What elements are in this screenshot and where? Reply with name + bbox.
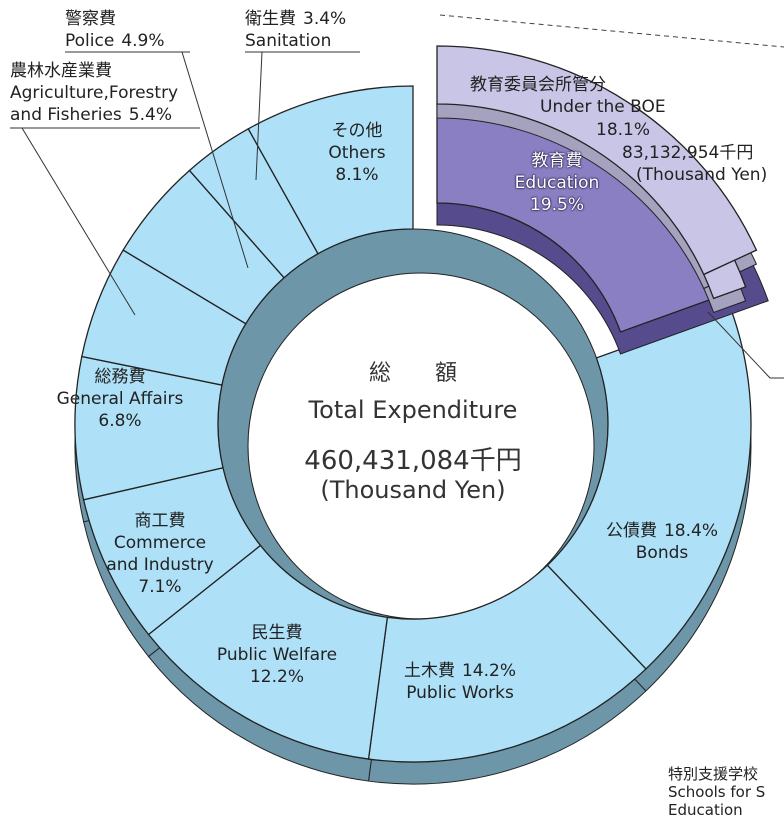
label-line: Others bbox=[297, 142, 417, 164]
label-line: General Affairs bbox=[30, 388, 210, 410]
center-amount: 460,431,084千円 bbox=[304, 446, 522, 476]
slice-label: 民生費 Public Welfare 12.2% bbox=[187, 622, 367, 688]
slice-label: 土木費 14.2% Public Works bbox=[380, 660, 540, 704]
label-line: 公債費 18.4% bbox=[582, 520, 742, 542]
category-label: Agriculture,Forestry and Fisheries bbox=[10, 83, 179, 125]
leader-line bbox=[255, 51, 263, 181]
category-label: 衛生費 bbox=[245, 9, 296, 29]
category-label: 警察費 bbox=[65, 9, 116, 29]
slice-label: 農林水産業費 Agriculture,Forestry and Fisheries… bbox=[10, 60, 192, 126]
category-label: 公債費 bbox=[605, 521, 657, 541]
breakdown-label: 特別支援学校 Schools for S Education bbox=[668, 765, 765, 819]
breakdown-amount: 83,132,954千円 bbox=[622, 143, 754, 163]
label-line: 教育費 bbox=[487, 150, 627, 172]
slice-label: 総務費 General Affairs 6.8% bbox=[30, 366, 210, 432]
label-line: 警察費 bbox=[65, 8, 265, 30]
value-label: 8.1% bbox=[335, 165, 379, 185]
leader-line bbox=[21, 127, 136, 316]
label-line: 民生費 bbox=[187, 622, 367, 644]
breakdown-label-jp: 特別支援学校 bbox=[668, 765, 759, 783]
label-line: Education bbox=[487, 172, 627, 194]
label-line: 衛生費 3.4% bbox=[245, 8, 445, 30]
label-line: Public Works bbox=[380, 682, 540, 704]
center-unit: (Thousand Yen) bbox=[320, 476, 506, 504]
category-label: Police bbox=[65, 31, 115, 51]
breakdown-label: 教育委員会所管分 bbox=[470, 75, 606, 95]
value-label: 12.2% bbox=[249, 667, 304, 687]
label-line: 農林水産業費 bbox=[10, 60, 192, 82]
category-label: 土木費 bbox=[403, 661, 455, 681]
value-label: 19.5% bbox=[529, 195, 584, 215]
category-label: 民生費 bbox=[251, 623, 303, 643]
leader-line bbox=[707, 311, 784, 379]
value-label: 4.9% bbox=[121, 31, 165, 51]
category-label: Others bbox=[328, 143, 386, 163]
label-line: Agriculture,Forestry and Fisheries 5.4% bbox=[10, 82, 192, 126]
slices bbox=[74, 45, 769, 785]
value-label: 6.8% bbox=[98, 411, 142, 431]
dashed-guide bbox=[439, 14, 784, 48]
slice-label: 衛生費 3.4% Sanitation bbox=[245, 8, 445, 52]
slice-label: 教育費 Education 19.5% bbox=[487, 150, 627, 216]
label-line: 商工費 bbox=[105, 510, 215, 532]
value-label: 18.4% bbox=[663, 521, 718, 541]
leaders bbox=[10, 51, 784, 379]
category-label: Public Works bbox=[406, 683, 514, 703]
label-line: 6.8% bbox=[30, 410, 210, 432]
label-line: 19.5% bbox=[487, 194, 627, 216]
category-label: 教育費 bbox=[531, 151, 583, 171]
breakdown-label-en: Schools for S bbox=[668, 783, 766, 801]
breakdown-value: 18.1% bbox=[596, 120, 651, 140]
label-line: 7.1% bbox=[105, 576, 215, 598]
breakdown-label-en: Education bbox=[668, 801, 743, 819]
value-label: 14.2% bbox=[461, 661, 516, 681]
label-line: 8.1% bbox=[297, 164, 417, 186]
value-label: 3.4% bbox=[303, 9, 347, 29]
value-label: 7.1% bbox=[138, 577, 182, 597]
breakdown-slice bbox=[702, 259, 747, 300]
center-title: 総 額 bbox=[368, 361, 457, 386]
breakdown-label: Under the BOE bbox=[540, 97, 666, 117]
label-line: Sanitation bbox=[245, 30, 445, 52]
label-line: Commerce and Industry bbox=[105, 532, 215, 576]
slice bbox=[367, 564, 647, 763]
slice bbox=[247, 85, 414, 255]
slice-label: 公債費 18.4% Bonds bbox=[582, 520, 742, 564]
label-line: Bonds bbox=[582, 542, 742, 564]
label-line: 土木費 14.2% bbox=[380, 660, 540, 682]
category-label: Sanitation bbox=[245, 31, 332, 51]
category-label: Public Welfare bbox=[216, 645, 338, 665]
category-label: Education bbox=[514, 173, 600, 193]
label-line: 12.2% bbox=[187, 666, 367, 688]
slice-label: 警察費 Police 4.9% bbox=[65, 8, 265, 52]
slice-label: 商工費 Commerce and Industry 7.1% bbox=[105, 510, 215, 598]
value-label: 5.4% bbox=[128, 105, 172, 125]
category-label: Bonds bbox=[635, 543, 689, 563]
label-line: 総務費 bbox=[30, 366, 210, 388]
category-label: 商工費 bbox=[134, 511, 186, 531]
category-label: General Affairs bbox=[56, 389, 184, 409]
category-label: 総務費 bbox=[94, 367, 146, 387]
category-label: 農林水産業費 bbox=[10, 61, 112, 81]
breakdown-unit: (Thousand Yen) bbox=[636, 165, 768, 185]
label-line: Public Welfare bbox=[187, 644, 367, 666]
slice-label: その他 Others 8.1% bbox=[297, 120, 417, 186]
label-line: その他 bbox=[297, 120, 417, 142]
category-label: その他 bbox=[331, 121, 383, 141]
category-label: Commerce and Industry bbox=[106, 533, 214, 575]
leader-line bbox=[181, 51, 249, 269]
slice bbox=[546, 308, 752, 670]
label-line: Police 4.9% bbox=[65, 30, 265, 52]
center-title-en: Total Expenditure bbox=[308, 396, 518, 424]
breakdown-slice bbox=[436, 45, 758, 276]
